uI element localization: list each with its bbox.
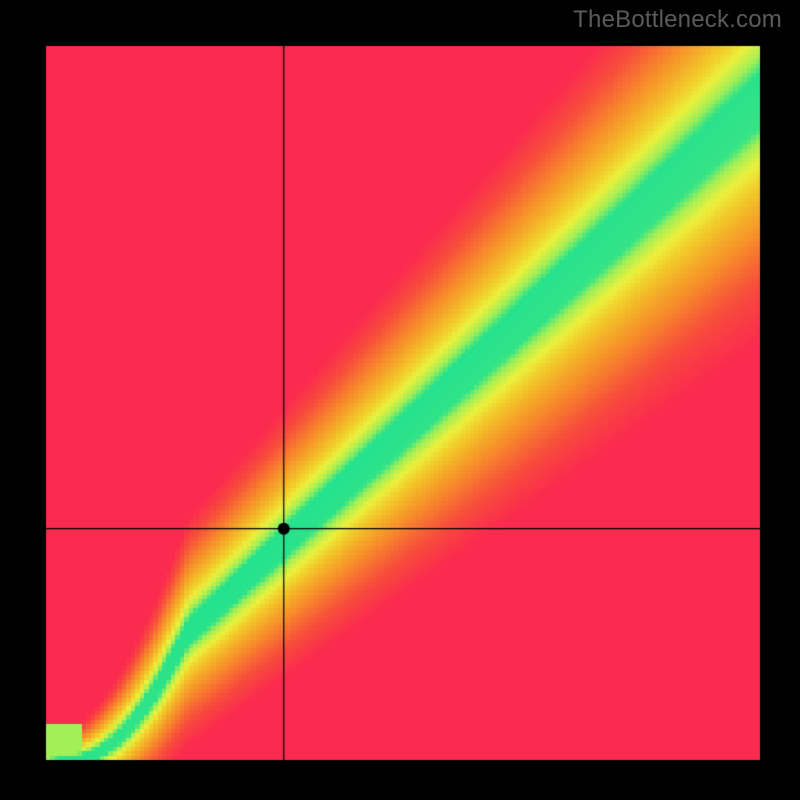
watermark-text: TheBottleneck.com [573,6,782,34]
heatmap-canvas [0,0,800,800]
stage: TheBottleneck.com [0,0,800,800]
